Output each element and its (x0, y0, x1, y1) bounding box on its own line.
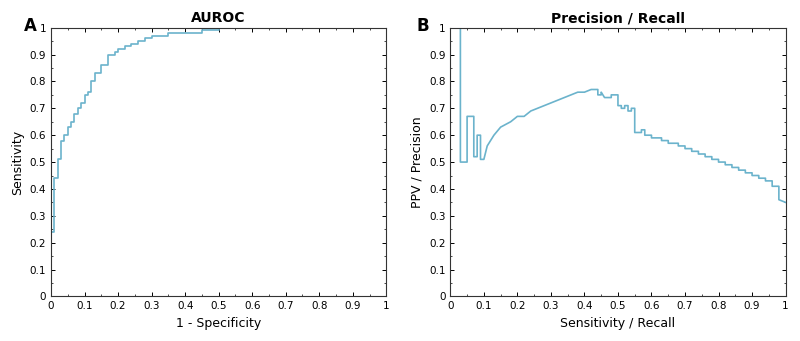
Text: B: B (417, 17, 430, 35)
X-axis label: 1 - Specificity: 1 - Specificity (176, 317, 262, 330)
Y-axis label: Sensitivity: Sensitivity (11, 130, 24, 195)
Title: AUROC: AUROC (191, 11, 246, 25)
Title: Precision / Recall: Precision / Recall (551, 11, 685, 25)
Y-axis label: PPV / Precision: PPV / Precision (410, 116, 423, 208)
Text: A: A (24, 17, 37, 35)
X-axis label: Sensitivity / Recall: Sensitivity / Recall (560, 317, 675, 330)
